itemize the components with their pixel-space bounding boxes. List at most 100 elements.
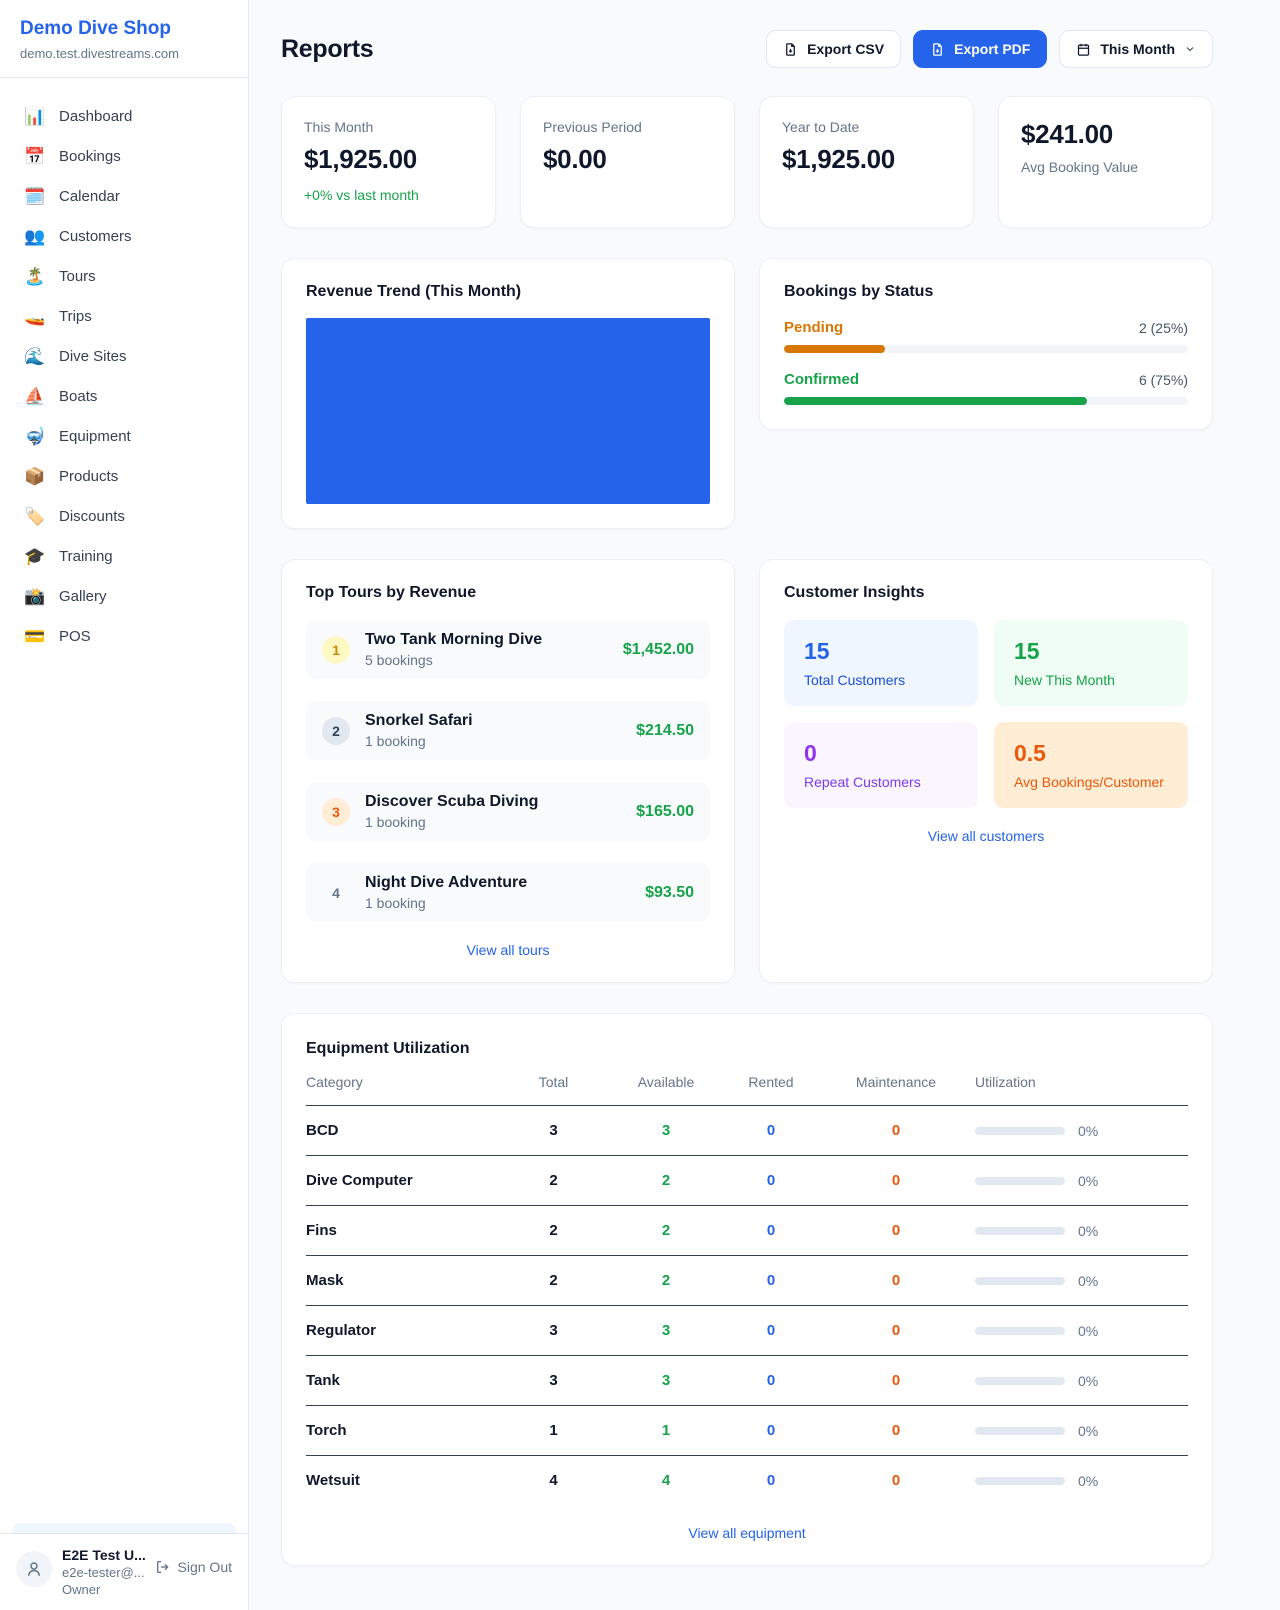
tour-row[interactable]: 3 Discover Scuba Diving 1 booking $165.0… <box>306 782 710 841</box>
customer-insights-title: Customer Insights <box>784 584 925 601</box>
sidebar-item-equipment[interactable]: 🤿 Equipment <box>12 418 236 455</box>
equipment-total: 2 <box>549 1172 558 1189</box>
sidebar: Demo Dive Shop demo.test.divestreams.com… <box>0 0 249 1610</box>
brand-name: Demo Dive Shop <box>20 18 171 39</box>
sidebar-item-dive-sites[interactable]: 🌊 Dive Sites <box>12 338 236 375</box>
main-content: Reports Export CSV Export PDF This Month <box>249 0 1280 1610</box>
tour-row[interactable]: 2 Snorkel Safari 1 booking $214.50 <box>306 701 710 760</box>
view-all-equipment-link[interactable]: View all equipment <box>688 1525 806 1541</box>
equipment-category: Fins <box>306 1222 337 1239</box>
equipment-total: 2 <box>549 1272 558 1289</box>
tour-bookings: 1 booking <box>365 733 426 749</box>
chevron-down-icon <box>1186 47 1194 52</box>
package-icon: 📦 <box>24 467 46 486</box>
utilization-bar <box>975 1226 1065 1235</box>
sidebar-item-label: Dive Sites <box>59 348 127 365</box>
sidebar-item-label: Tours <box>59 268 96 285</box>
top-tours-title: Top Tours by Revenue <box>306 584 477 601</box>
tour-row[interactable]: 1 Two Tank Morning Dive 5 bookings $1,45… <box>306 620 710 679</box>
utilization-bar <box>975 1476 1065 1485</box>
equipment-available: 2 <box>661 1272 671 1289</box>
view-all-tours-link[interactable]: View all tours <box>466 942 550 958</box>
period-dropdown[interactable]: This Month <box>1059 30 1213 68</box>
sidebar-item-gallery[interactable]: 📸 Gallery <box>12 578 236 615</box>
tour-row[interactable]: 4 Night Dive Adventure 1 booking $93.50 <box>306 863 710 922</box>
stat-label: Year to Date <box>782 119 860 135</box>
user-role: Owner <box>62 1582 101 1597</box>
bar-chart-icon: 📊 <box>24 107 46 126</box>
stat-label: This Month <box>304 119 374 135</box>
rank-badge: 4 <box>332 884 340 901</box>
export-pdf-button[interactable]: Export PDF <box>913 30 1048 68</box>
sidebar-item-bookings[interactable]: 📅 Bookings <box>12 138 236 175</box>
sidebar-item-training[interactable]: 🎓 Training <box>12 538 236 575</box>
rank-badge: 1 <box>322 635 350 664</box>
col-header-category: Category <box>306 1074 363 1090</box>
export-csv-label: Export CSV <box>807 41 885 57</box>
top-tours-card: Top Tours by Revenue 1 Two Tank Morning … <box>281 559 735 983</box>
equipment-rented: 0 <box>766 1422 776 1439</box>
utilization-percent: 0% <box>1078 1322 1099 1339</box>
sidebar-item-customers[interactable]: 👥 Customers <box>12 218 236 255</box>
sign-out-icon <box>156 1561 169 1573</box>
view-all-customers-link[interactable]: View all customers <box>927 828 1045 844</box>
utilization-bar <box>975 1176 1065 1185</box>
brand-domain: demo.test.divestreams.com <box>20 46 179 61</box>
utilization-percent: 0% <box>1078 1472 1099 1489</box>
status-label: Pending <box>784 319 844 336</box>
tour-revenue: $165.00 <box>636 802 694 820</box>
col-header-available: Available <box>637 1074 695 1090</box>
equipment-maintenance: 0 <box>891 1372 901 1389</box>
calendar-pad-icon: 🗓️ <box>24 187 46 206</box>
island-icon: 🏝️ <box>24 267 46 286</box>
equipment-category: Dive Computer <box>306 1172 413 1189</box>
sidebar-item-calendar[interactable]: 🗓️ Calendar <box>12 178 236 215</box>
sidebar-selected-item-partial[interactable] <box>12 1523 236 1533</box>
insight-value: 15 <box>804 638 830 664</box>
wave-icon: 🌊 <box>24 347 46 366</box>
insight-total-customers: 15 Total Customers <box>784 620 978 706</box>
utilization-percent: 0% <box>1078 1272 1099 1289</box>
table-row: Torch 1 1 0 0 0% <box>306 1406 1188 1456</box>
equipment-available: 3 <box>661 1122 671 1139</box>
sidebar-nav: 📊 Dashboard 📅 Bookings 🗓️ Calendar 👥 Custome… <box>0 78 248 1533</box>
insight-value: 0 <box>804 740 817 766</box>
sidebar-item-products[interactable]: 📦 Products <box>12 458 236 495</box>
calendar-date-icon: 📅 <box>24 147 46 166</box>
insight-label: Avg Bookings/Customer <box>1014 774 1164 790</box>
sidebar-item-discounts[interactable]: 🏷️ Discounts <box>12 498 236 535</box>
insight-value: 0.5 <box>1014 740 1046 766</box>
file-download-icon <box>786 42 795 56</box>
diving-mask-icon: 🤿 <box>24 427 46 446</box>
equipment-table-header: Category Total Available Rented Maintena… <box>306 1074 1188 1106</box>
utilization-percent: 0% <box>1078 1122 1099 1139</box>
sidebar-item-boats[interactable]: ⛵ Boats <box>12 378 236 415</box>
bookings-by-status-card: Bookings by Status Pending 2 (25%) Confi… <box>759 258 1213 430</box>
person-icon <box>28 1562 40 1576</box>
revenue-trend-title: Revenue Trend (This Month) <box>306 283 522 300</box>
equipment-category: Regulator <box>306 1322 377 1339</box>
sidebar-item-tours[interactable]: 🏝️ Tours <box>12 258 236 295</box>
equipment-maintenance: 0 <box>891 1322 901 1339</box>
equipment-available: 4 <box>661 1472 671 1489</box>
sidebar-user-panel: E2E Test U... e2e-tester@... Owner Sign … <box>0 1533 248 1610</box>
equipment-total: 2 <box>549 1222 558 1239</box>
equipment-category: BCD <box>306 1122 339 1139</box>
sidebar-item-pos[interactable]: 💳 POS <box>12 618 236 655</box>
sidebar-item-label: Training <box>59 548 113 565</box>
stat-card-year-to-date: Year to Date $1,925.00 <box>759 96 974 228</box>
col-header-utilization: Utilization <box>975 1074 1036 1090</box>
export-csv-button[interactable]: Export CSV <box>766 30 902 68</box>
equipment-maintenance: 0 <box>891 1222 901 1239</box>
sidebar-item-trips[interactable]: 🚤 Trips <box>12 298 236 335</box>
utilization-percent: 0% <box>1078 1172 1099 1189</box>
sidebar-item-label: Products <box>59 468 119 485</box>
camera-icon: 📸 <box>24 587 46 606</box>
status-row-pending: Pending 2 (25%) <box>784 319 1188 353</box>
sidebar-item-label: Bookings <box>59 148 121 165</box>
sidebar-item-label: POS <box>59 628 91 645</box>
sign-out-button[interactable]: Sign Out <box>155 1559 232 1575</box>
sidebar-item-dashboard[interactable]: 📊 Dashboard <box>12 98 236 135</box>
stat-value: $1,925.00 <box>304 144 417 174</box>
equipment-rented: 0 <box>766 1372 776 1389</box>
